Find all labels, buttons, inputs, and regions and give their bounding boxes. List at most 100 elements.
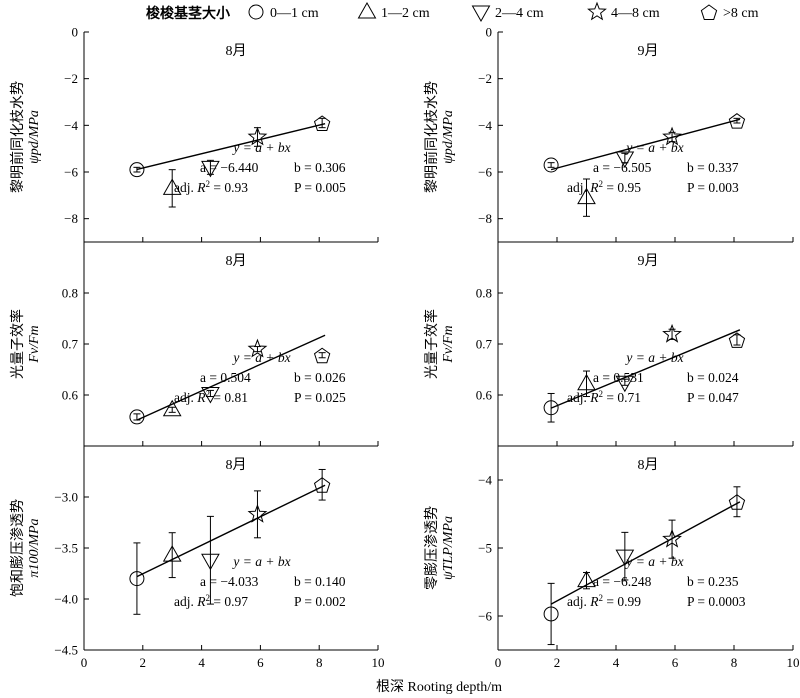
fit-adj-r2: adj. R2 = 0.97: [174, 593, 248, 609]
fit-p-value: P = 0.025: [294, 390, 346, 405]
y-axis-label-symbol: π100/MPa: [27, 518, 42, 577]
data-point-pentagon: [728, 494, 746, 510]
fit-adj-r2: adj. R2 = 0.71: [567, 389, 641, 405]
y-axis-label-symbol: Fv/Fm: [441, 325, 456, 363]
y-tick-label: −4: [478, 473, 492, 488]
x-axis-label: 根深 Rooting depth/m: [376, 679, 502, 695]
fit-param-a: a = −6.505: [593, 160, 652, 175]
error-bar: [668, 519, 676, 559]
error-bar: [206, 389, 214, 398]
fit-adj-prefix: adj.: [567, 390, 590, 405]
fit-r2-symbol: R: [196, 390, 206, 405]
panel-title: 8月: [226, 253, 247, 269]
data-point-triangle-down: [201, 553, 220, 571]
legend-marker-pentagon: [700, 4, 718, 20]
fit-param-b: b = 0.235: [687, 574, 739, 589]
x-tick-label: 0: [81, 655, 88, 670]
error-bar: [206, 515, 214, 605]
error-bar: [133, 413, 141, 421]
error-bar: [206, 159, 214, 175]
fit-r2-value: = 0.99: [603, 594, 641, 609]
data-point-circle: [543, 400, 559, 416]
regression-line: [550, 329, 741, 409]
data-point-star: [247, 503, 268, 523]
y-tick-label: −2: [64, 71, 78, 86]
y-tick-label: −2: [478, 71, 492, 86]
fit-adj-prefix: adj.: [567, 594, 590, 609]
fit-r2-symbol: R: [196, 594, 206, 609]
panel-title: 8月: [638, 457, 659, 473]
fit-adj-r2: adj. R2 = 0.99: [567, 593, 641, 609]
fit-equation: y = a + bx: [231, 350, 290, 365]
fit-param-b: b = 0.140: [294, 574, 346, 589]
legend-item-label: 0—1 cm: [270, 6, 319, 21]
panel-title: 8月: [226, 43, 247, 59]
y-tick-label: −3.0: [54, 490, 78, 505]
y-tick-label: −8: [64, 211, 78, 226]
fit-equation: y = a + bx: [231, 554, 290, 569]
error-bar: [318, 117, 326, 129]
error-bar: [133, 166, 141, 173]
panel-title: 9月: [638, 43, 659, 59]
y-tick-label: 0: [486, 25, 493, 40]
fit-r2-sup: 2: [206, 179, 211, 189]
fit-adj-prefix: adj.: [567, 180, 590, 195]
fit-equation: y = a + bx: [624, 554, 683, 569]
data-point-triangle-down: [201, 386, 220, 404]
fit-r2-symbol: R: [589, 594, 599, 609]
error-bar: [583, 178, 590, 217]
error-bar: [253, 490, 261, 539]
x-tick-label: 2: [554, 655, 561, 670]
panel-title: 9月: [638, 253, 659, 269]
fit-r2-sup: 2: [599, 179, 604, 189]
fit-adj-prefix: adj.: [174, 390, 197, 405]
fit-equation: y = a + bx: [231, 140, 290, 155]
error-bar: [547, 392, 555, 423]
fit-adj-r2: adj. R2 = 0.95: [567, 179, 641, 195]
data-point-pentagon: [313, 115, 331, 131]
fit-r2-sup: 2: [206, 593, 211, 603]
x-tick-label: 4: [613, 655, 620, 670]
y-tick-label: −6: [478, 165, 492, 180]
legend-item-label: >8 cm: [723, 6, 759, 21]
fit-r2-value: = 0.97: [210, 594, 248, 609]
fit-param-a: a = −4.033: [200, 574, 259, 589]
legend-item-label: 2—4 cm: [495, 6, 544, 21]
fit-r2-symbol: R: [589, 180, 599, 195]
fit-param-a: a = 0.504: [200, 370, 251, 385]
data-point-triangle-up: [162, 399, 182, 417]
data-point-star: [662, 528, 682, 548]
data-point-pentagon: [313, 477, 331, 493]
error-bar: [621, 531, 629, 581]
data-point-star: [247, 338, 268, 358]
fit-adj-prefix: adj.: [174, 594, 197, 609]
error-bar: [733, 486, 741, 518]
legend-marker-triangle-down: [471, 5, 491, 23]
x-tick-label: 6: [257, 655, 264, 670]
x-tick-label: 2: [140, 655, 147, 670]
error-bar: [318, 468, 326, 501]
fit-equation: y = a + bx: [624, 350, 683, 365]
data-point-pentagon: [313, 347, 331, 364]
y-tick-label: 0.6: [476, 388, 493, 403]
y-axis-label-cn: 光量子效率: [423, 309, 440, 379]
y-tick-label: −6: [478, 609, 492, 624]
fit-r2-sup: 2: [206, 389, 211, 399]
data-point-star: [247, 126, 268, 146]
fit-adj-prefix: adj.: [174, 180, 197, 195]
fit-p-value: P = 0.002: [294, 594, 346, 609]
x-tick-label: 8: [731, 655, 738, 670]
error-bar: [621, 378, 629, 386]
fit-r2-symbol: R: [196, 180, 206, 195]
y-axis-label-symbol: ψpd/MPa: [27, 110, 42, 164]
data-point-triangle-down: [201, 160, 220, 178]
fit-adj-r2: adj. R2 = 0.81: [174, 389, 248, 405]
fit-p-value: P = 0.047: [687, 390, 739, 405]
y-tick-label: 0.7: [62, 337, 79, 352]
error-bar: [168, 532, 176, 579]
data-point-circle: [129, 409, 145, 425]
